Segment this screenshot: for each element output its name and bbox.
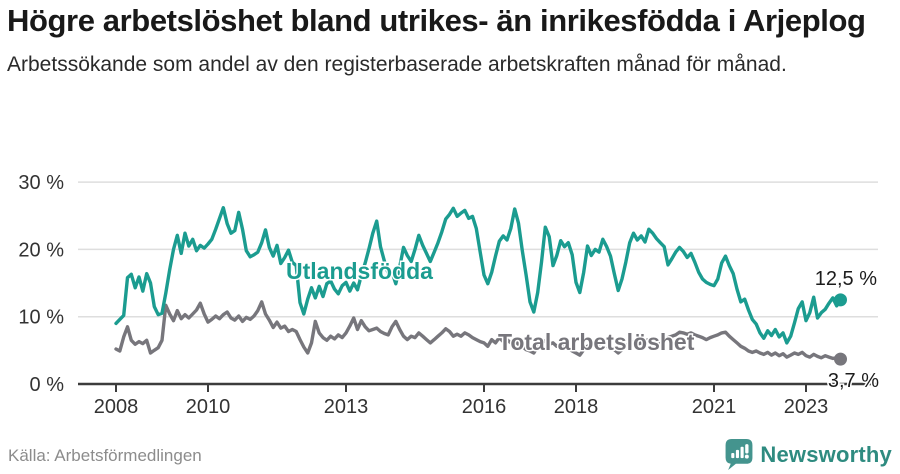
y-tick-label-10: 10 %: [18, 307, 64, 329]
newsworthy-wordmark: Newsworthy: [760, 441, 892, 467]
end-dot-total-arbetsl-shet: [834, 352, 847, 366]
series-label-total-arbetsl-shet: Total arbetslöshet: [498, 329, 695, 355]
newsworthy-speech-bubble-bar-chart-icon: [725, 439, 753, 470]
newsworthy-logo: Newsworthy: [725, 439, 892, 470]
chart-area: 0 % 10 % 20 % 30 % 2008 2010 2013 2016 2018 2021 2…: [0, 160, 900, 430]
x-tick-label-2013: 2013: [324, 396, 369, 418]
page-subtitle: Arbetssökande som andel av den registerb…: [7, 53, 787, 76]
x-tick-label-2018: 2018: [554, 396, 599, 418]
source-note: Källa: Arbetsförmedlingen: [8, 446, 202, 465]
end-value-label-utlandsf-dda: 12,5 %: [815, 268, 877, 290]
x-tick-label-2021: 2021: [692, 396, 737, 418]
x-tick-label-2010: 2010: [186, 396, 231, 418]
y-tick-label-30: 30 %: [18, 172, 64, 194]
footer: Källa: Arbetsförmedlingen Newsworthy: [0, 438, 900, 472]
x-tick-label-2016: 2016: [462, 396, 507, 418]
x-tick-label-2008: 2008: [94, 396, 139, 418]
series-label-utlandsf-dda: Utlandsfödda: [286, 258, 433, 284]
x-tick-label-2023: 2023: [784, 396, 829, 418]
line-chart: 0 % 10 % 20 % 30 % 2008 2010 2013 2016 2018 2021 2…: [18, 172, 880, 418]
page-title: Högre arbetslöshet bland utrikes- än inr…: [7, 3, 866, 38]
end-value-label-total-arbetsl-shet: 3,7 %: [828, 370, 879, 392]
y-tick-label-0: 0 %: [30, 374, 65, 396]
series-line-total-arbetsl-shet: [114, 300, 843, 361]
end-dot-utlandsf-dda: [834, 293, 847, 307]
series-line-utlandsf-dda: [114, 206, 843, 345]
y-tick-label-20: 20 %: [18, 239, 64, 261]
